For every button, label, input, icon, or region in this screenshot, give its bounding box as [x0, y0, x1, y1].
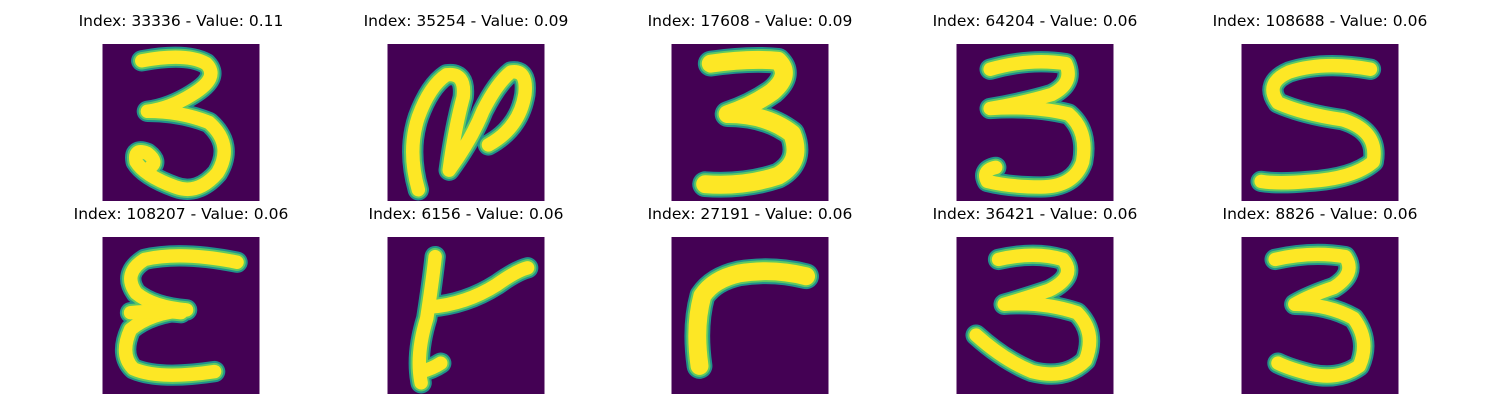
panel-title: Index: 33336 - Value: 0.11	[78, 12, 284, 30]
digit-image-5	[1241, 44, 1399, 201]
panel-title: Index: 108688 - Value: 0.06	[1212, 12, 1428, 30]
digit-stroke	[979, 55, 1091, 194]
digit-stroke	[1268, 247, 1371, 383]
panel-title: Index: 27191 - Value: 0.06	[647, 205, 853, 223]
panel-8: Index: 27191 - Value: 0.06	[648, 203, 852, 394]
digit-stroke	[123, 304, 188, 320]
digit-image-7	[671, 237, 829, 394]
digit-image-Y	[387, 237, 545, 394]
panel-5: Index: 108688 - Value: 0.06	[1213, 10, 1427, 201]
panel-10: Index: 8826 - Value: 0.06	[1223, 203, 1417, 394]
digit-stroke	[128, 50, 231, 196]
digit-stroke	[1254, 58, 1381, 190]
digit-stroke	[688, 262, 816, 375]
panel-title: Index: 8826 - Value: 0.06	[1222, 205, 1418, 223]
digit-image-3	[956, 44, 1114, 201]
panel-4: Index: 64204 - Value: 0.06	[933, 10, 1137, 201]
digit-image-3	[102, 44, 260, 201]
digit-stroke	[414, 356, 448, 379]
digit-image-2	[387, 44, 545, 201]
digit-stroke	[406, 65, 532, 197]
digit-image-E	[102, 237, 260, 394]
digit-image-3	[671, 44, 829, 201]
digit-stroke	[696, 50, 805, 194]
panel-1: Index: 33336 - Value: 0.11	[79, 10, 283, 201]
panel-title: Index: 6156 - Value: 0.06	[368, 205, 564, 223]
panel-title: Index: 17608 - Value: 0.09	[647, 12, 853, 30]
panel-9: Index: 36421 - Value: 0.06	[933, 203, 1137, 394]
panel-title: Index: 108207 - Value: 0.06	[73, 205, 289, 223]
digit-image-3	[956, 237, 1114, 394]
panel-2: Index: 35254 - Value: 0.09	[364, 10, 568, 201]
panel-7: Index: 6156 - Value: 0.06	[369, 203, 563, 394]
digit-image-3	[1241, 237, 1399, 394]
digit-stroke	[969, 248, 1097, 381]
panel-title: Index: 36421 - Value: 0.06	[932, 205, 1138, 223]
digit-stroke	[422, 261, 535, 314]
panel-title: Index: 35254 - Value: 0.09	[363, 12, 569, 30]
panel-3: Index: 17608 - Value: 0.09	[648, 10, 852, 201]
panel-title: Index: 64204 - Value: 0.06	[932, 12, 1138, 30]
panel-6: Index: 108207 - Value: 0.06	[74, 203, 288, 394]
